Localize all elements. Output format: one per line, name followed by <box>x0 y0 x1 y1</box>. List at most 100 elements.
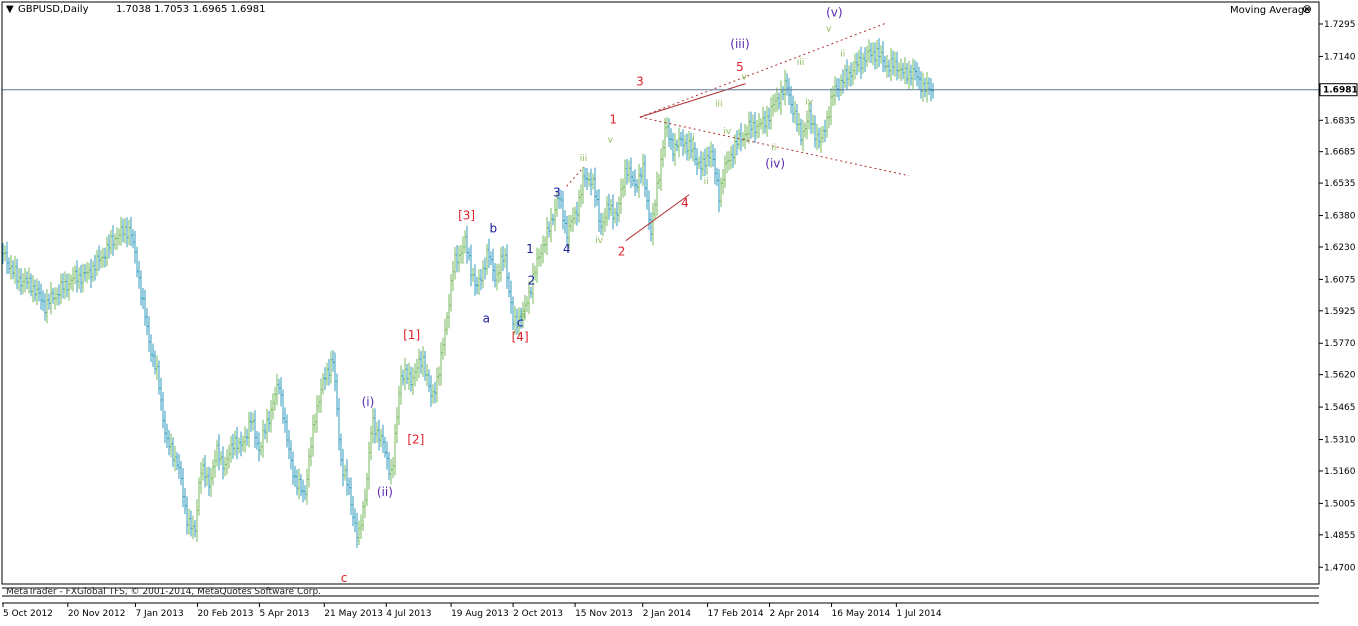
price-bar <box>310 437 312 467</box>
price-bar <box>12 260 14 280</box>
price-bar <box>932 82 934 99</box>
price-bar <box>816 124 818 150</box>
price-bar <box>928 77 930 95</box>
ohlc-values: 1.7038 1.7053 1.6965 1.6981 <box>116 4 266 15</box>
price-bar <box>342 448 344 487</box>
price-bar <box>414 363 416 387</box>
price-bar <box>324 367 326 390</box>
current-price-box <box>1319 83 1358 97</box>
price-bar <box>548 221 550 238</box>
price-bar <box>636 179 638 193</box>
price-bar <box>702 151 704 177</box>
price-bar <box>640 167 642 184</box>
price-bar <box>676 139 678 152</box>
price-bar <box>714 148 716 185</box>
price-bar <box>664 117 666 158</box>
price-bar <box>128 219 130 246</box>
price-bar <box>692 137 694 162</box>
price-bar <box>730 146 732 170</box>
copyright-footer: MetaTrader - FXGlobal TFS, © 2001-2014, … <box>6 587 322 597</box>
price-bar <box>696 148 698 175</box>
price-bar <box>46 289 48 324</box>
wave-label: 1 <box>609 112 617 126</box>
price-bar <box>76 260 78 293</box>
price-bar <box>654 199 656 220</box>
price-bar <box>22 273 24 295</box>
price-bar <box>792 95 794 123</box>
header-dropdown-icon[interactable]: ▼ <box>6 4 14 15</box>
price-bar <box>162 392 164 429</box>
price-bar <box>90 258 92 288</box>
price-bar <box>444 318 446 356</box>
price-bar <box>574 206 576 225</box>
price-bar <box>570 215 572 232</box>
wave-label: ii <box>840 49 845 59</box>
price-bar <box>502 245 504 271</box>
price-bar <box>92 260 94 283</box>
price-bar <box>8 257 10 274</box>
price-bar <box>262 419 264 458</box>
price-bar <box>786 73 788 96</box>
price-bar <box>898 62 900 79</box>
price-tick-label: 1.5160 <box>1324 467 1356 477</box>
price-bar <box>474 264 476 296</box>
price-bar <box>72 267 74 292</box>
price-bar <box>118 228 120 246</box>
price-bar <box>668 118 670 148</box>
price-bar <box>364 488 366 518</box>
price-bar <box>510 280 512 314</box>
price-bar <box>268 410 270 432</box>
price-bar <box>242 435 244 452</box>
price-bar <box>656 171 658 216</box>
wave-label: (iii) <box>730 37 749 51</box>
price-bar <box>556 191 558 218</box>
price-bar <box>392 457 394 478</box>
price-bar <box>672 132 674 162</box>
wave-label: 3 <box>553 186 561 200</box>
price-bar <box>744 123 746 150</box>
price-bar <box>234 430 236 456</box>
price-bar <box>436 367 438 403</box>
price-bar <box>632 171 634 187</box>
price-bar <box>340 433 342 467</box>
price-bar <box>624 159 626 197</box>
price-bar <box>766 105 768 137</box>
price-bar <box>420 351 422 374</box>
time-tick-label: 2 Apr 2014 <box>770 609 820 619</box>
price-bar <box>534 265 536 281</box>
price-bar <box>770 97 772 130</box>
price-bar <box>434 381 436 404</box>
price-bar <box>528 280 530 315</box>
price-bar <box>590 168 592 196</box>
price-bar <box>428 369 430 392</box>
price-bar <box>212 459 214 486</box>
close-circle-icon[interactable]: ⊗ <box>1302 2 1313 16</box>
price-bar <box>292 451 294 485</box>
price-bar <box>44 293 46 321</box>
price-bar <box>318 395 320 413</box>
price-bar <box>184 488 186 515</box>
price-bar <box>860 46 862 79</box>
price-bar <box>146 307 148 336</box>
price-bar <box>328 358 330 386</box>
price-bar <box>796 103 798 132</box>
price-bar <box>430 375 432 407</box>
price-bar <box>138 260 140 289</box>
price-tick-label: 1.5925 <box>1324 307 1356 317</box>
price-bar <box>606 196 608 226</box>
price-bar <box>864 47 866 73</box>
price-bar <box>694 142 696 166</box>
price-bar <box>788 78 790 106</box>
price-bar <box>626 158 628 185</box>
price-bar <box>16 258 18 290</box>
price-bar <box>248 411 250 448</box>
trendline <box>639 22 887 118</box>
wave-label: (v) <box>826 6 842 20</box>
price-bar <box>582 166 584 204</box>
price-bar <box>728 151 730 171</box>
price-bar <box>148 316 150 352</box>
price-bar <box>136 246 138 278</box>
price-bar <box>354 508 356 533</box>
